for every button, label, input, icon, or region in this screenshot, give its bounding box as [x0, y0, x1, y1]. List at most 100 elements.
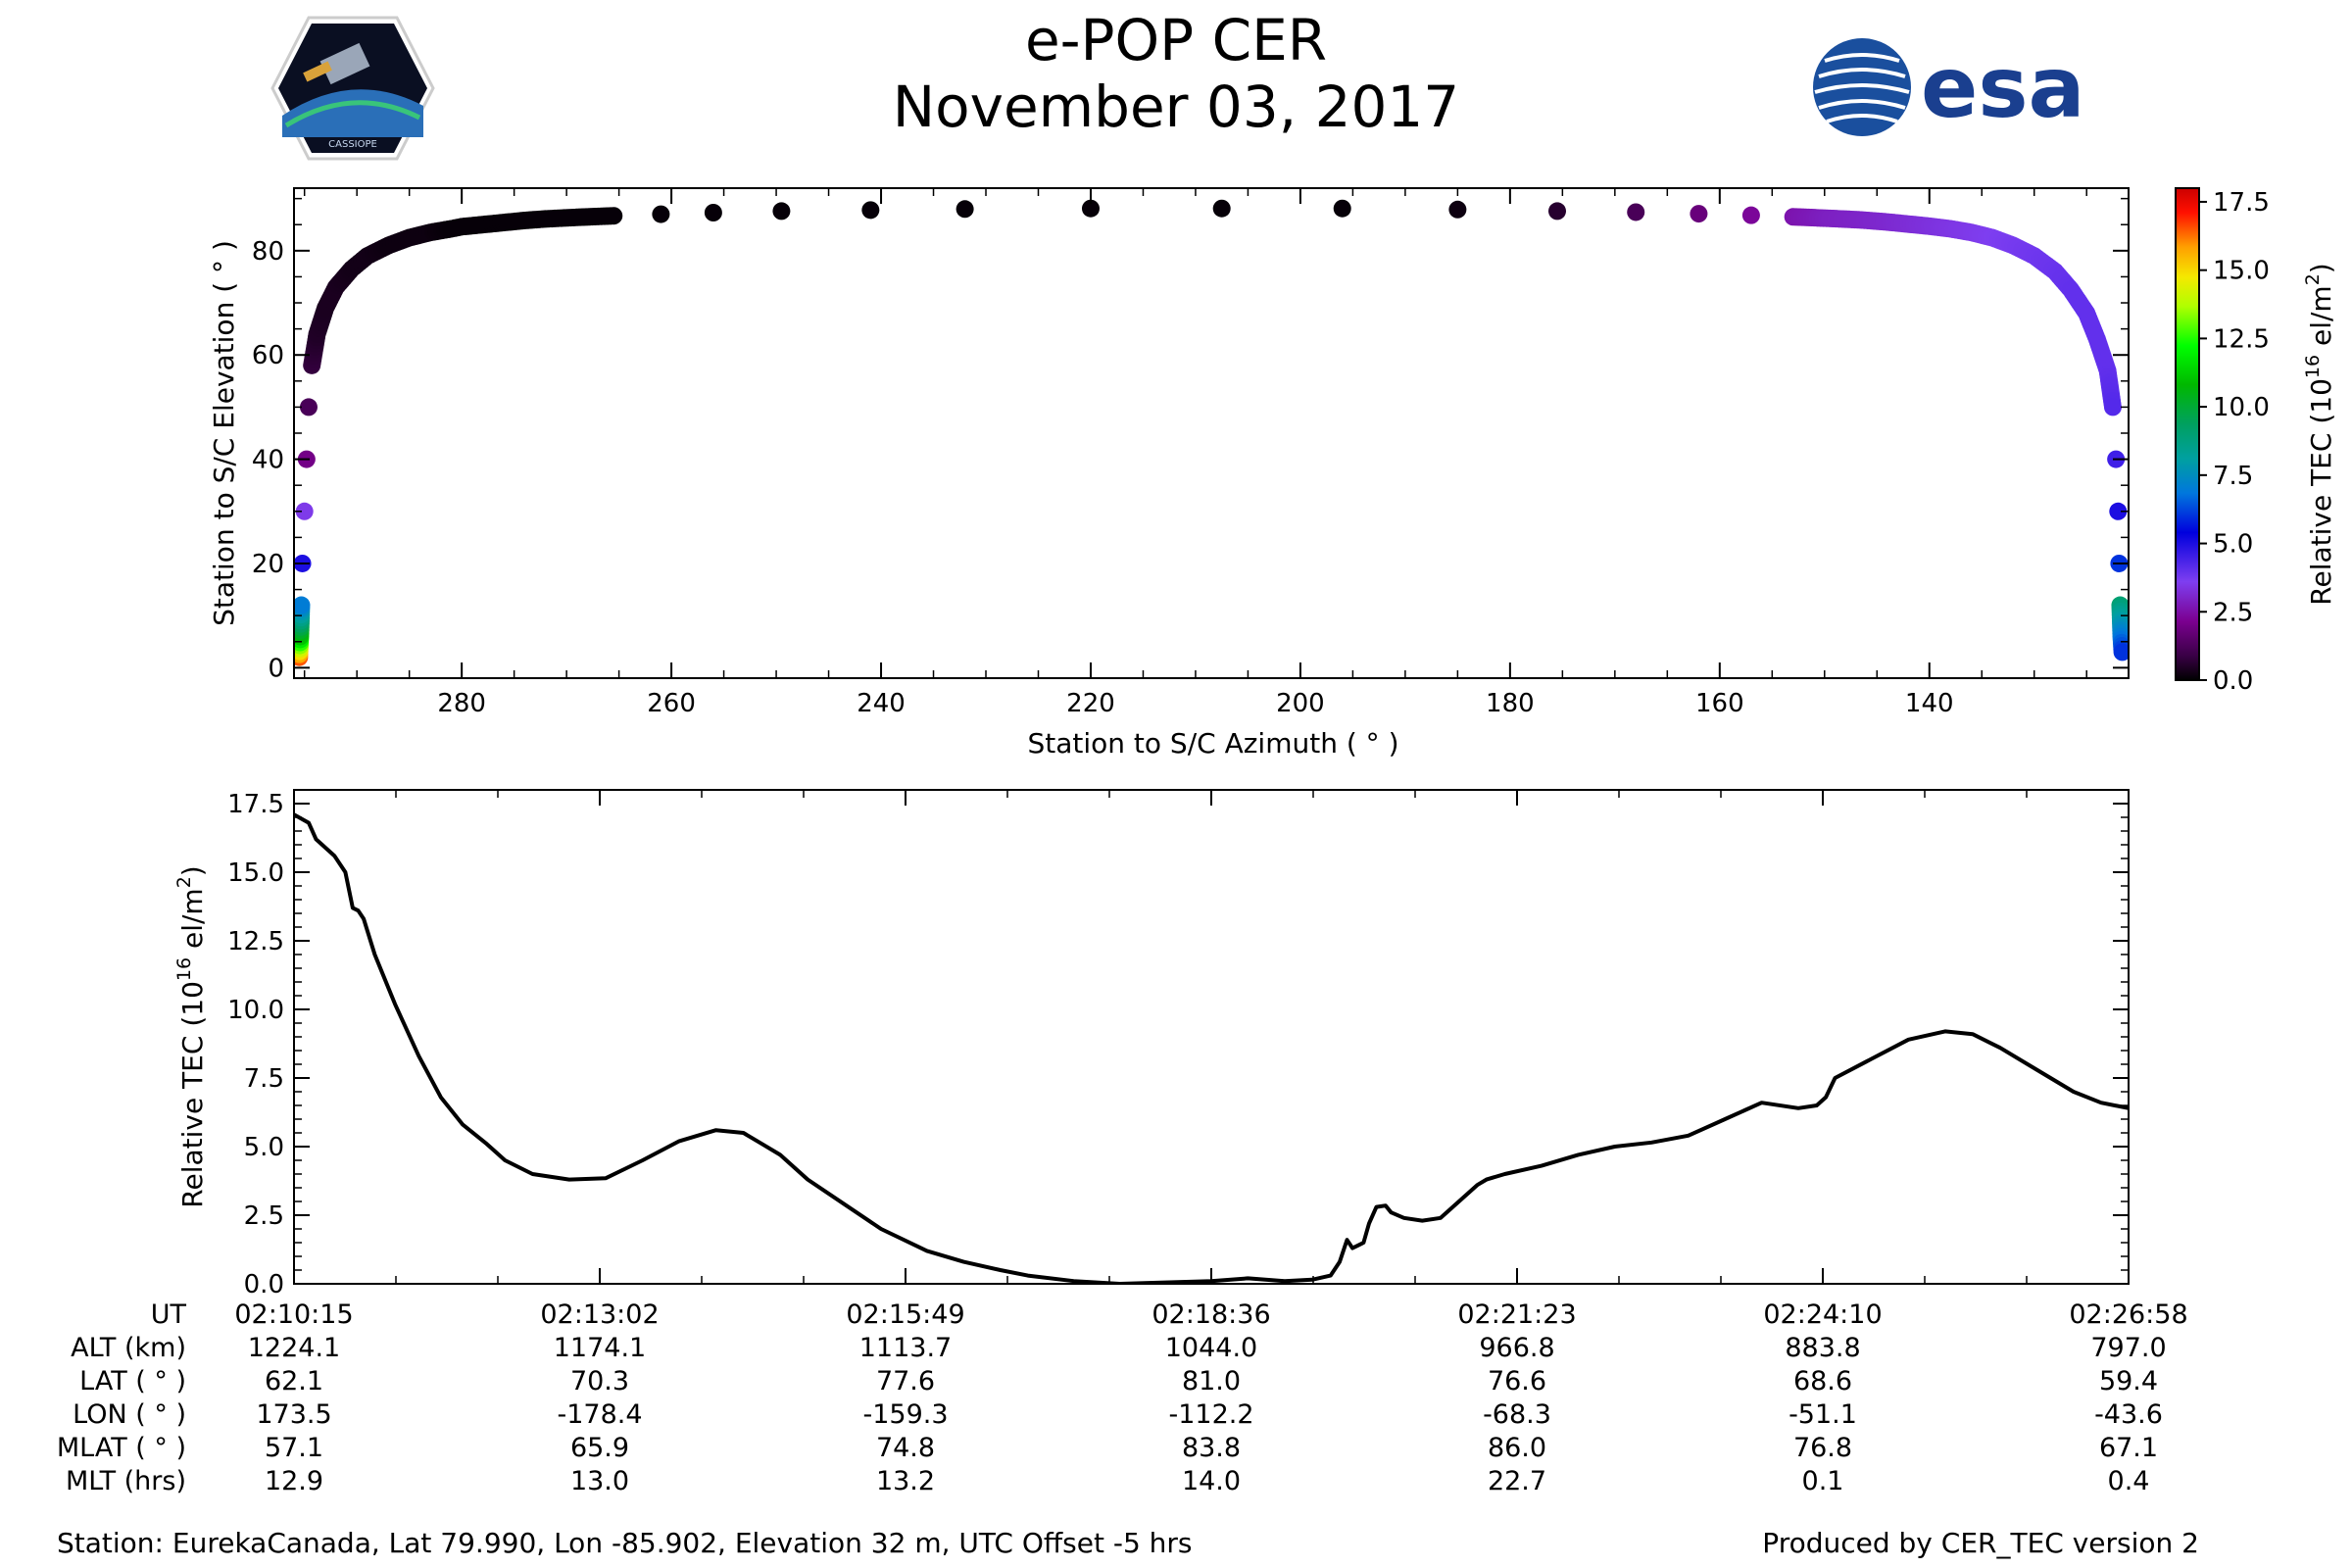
- y-tick-label: 10.0: [227, 996, 284, 1025]
- table-cell: -68.3: [1483, 1399, 1551, 1430]
- table-cell: 1044.0: [1165, 1333, 1257, 1363]
- table-cell: 02:26:58: [2069, 1299, 2187, 1330]
- y-tick-label: 2.5: [244, 1201, 284, 1231]
- figure-date: November 03, 2017: [892, 74, 1460, 140]
- cassiope-logo-text: CASSIOPE: [328, 139, 377, 150]
- table-cell: 02:10:15: [234, 1299, 353, 1330]
- scatter-point: [704, 204, 722, 221]
- table-cell: 1174.1: [554, 1333, 646, 1363]
- table-cell: 62.1: [265, 1366, 323, 1396]
- x-tick-label: 180: [1486, 689, 1535, 718]
- table-cell: 02:24:10: [1763, 1299, 1882, 1330]
- station-info: Station: EurekaCanada, Lat 79.990, Lon -…: [57, 1527, 1193, 1559]
- colorbar-tick-label: 0.0: [2213, 666, 2253, 696]
- colorbar-tick-label: 17.5: [2213, 188, 2270, 218]
- table-cell: 1224.1: [248, 1333, 340, 1363]
- table-cell: -43.6: [2094, 1399, 2163, 1430]
- table-cell: 74.8: [876, 1433, 935, 1463]
- y-tick-label: 5.0: [244, 1133, 284, 1162]
- table-cell: 76.6: [1488, 1366, 1546, 1396]
- tec-axis-label: Relative TEC (1016 el/m2): [173, 865, 209, 1207]
- table-cell: -51.1: [1788, 1399, 1857, 1430]
- x-tick-label: 140: [1905, 689, 1954, 718]
- table-cell: 83.8: [1182, 1433, 1241, 1463]
- table-row-label: UT: [151, 1299, 187, 1330]
- scatter-point: [861, 201, 880, 220]
- scatter-point: [772, 202, 791, 220]
- table-cell: 883.8: [1785, 1333, 1860, 1363]
- produced-by: Produced by CER_TEC version 2: [1762, 1527, 2199, 1559]
- azimuth-elevation-plot: 280 260 240 220 200 180 160 140 0 20 40 60 80 Statio…: [208, 187, 2130, 760]
- x-tick-label: 220: [1066, 689, 1115, 718]
- table-cell: 02:18:36: [1152, 1299, 1270, 1330]
- scatter-point: [2109, 502, 2128, 520]
- table-cell: 13.2: [876, 1466, 935, 1496]
- colorbar-tick-label: 2.5: [2213, 598, 2253, 627]
- y-tick-label: 17.5: [227, 790, 284, 819]
- table-cell: 12.9: [265, 1466, 323, 1496]
- scatter-point: [294, 596, 311, 614]
- scatter-point: [652, 205, 670, 223]
- table-cell: 65.9: [570, 1433, 629, 1463]
- y-tick-label: 12.5: [227, 927, 284, 956]
- table-cell: 57.1: [265, 1433, 323, 1463]
- esa-logo-text: esa: [1921, 39, 2085, 137]
- y-tick-label: 7.5: [244, 1064, 284, 1094]
- x-tick-label: 160: [1695, 689, 1744, 718]
- table-cell: 02:15:49: [846, 1299, 964, 1330]
- y-tick-label: 15.0: [227, 858, 284, 888]
- colorbar-tick-label: 12.5: [2213, 324, 2270, 354]
- bottom-plot-frame: [293, 789, 2130, 1285]
- table-cell: 14.0: [1182, 1466, 1241, 1496]
- y-tick-label: 0.0: [244, 1270, 284, 1299]
- scatter-point: [1690, 205, 1708, 223]
- colorbar-tick-label: 5.0: [2213, 530, 2253, 560]
- table-cell: 173.5: [256, 1399, 331, 1430]
- table-cell: 13.0: [570, 1466, 629, 1496]
- scatter-point: [1627, 203, 1645, 221]
- colorbar: 0.0 2.5 5.0 7.5 10.0 12.5 15.0 17.5 Relative TE…: [2175, 187, 2337, 696]
- scatter-point: [1081, 199, 1100, 218]
- table-cell: 67.1: [2099, 1433, 2158, 1463]
- scatter-point: [1448, 200, 1467, 219]
- scatter-point: [295, 502, 314, 520]
- table-cell: 68.6: [1793, 1366, 1852, 1396]
- table-cell: 22.7: [1488, 1466, 1546, 1496]
- tec-line-plot: 0.0 2.5 5.0 7.5 10.0 12.5 15.0 17.5 Relative TE…: [173, 789, 2130, 1299]
- x-tick-label: 200: [1276, 689, 1325, 718]
- esa-logo: esa: [1813, 38, 2085, 137]
- cassiope-logo: CASSIOPE: [270, 16, 435, 161]
- figure-title: e-POP CER: [1024, 7, 1328, 74]
- y-tick-label: 40: [252, 446, 284, 475]
- scatter-point: [299, 398, 318, 416]
- table-cell: 0.1: [1802, 1466, 1844, 1496]
- table-row-label: LON ( ° ): [73, 1399, 186, 1430]
- top-plot-frame: [293, 187, 2130, 679]
- x-tick-label: 280: [437, 689, 486, 718]
- table-cell: 02:21:23: [1457, 1299, 1576, 1330]
- table-row-label: MLAT ( ° ): [57, 1433, 186, 1463]
- table-row-label: ALT (km): [71, 1333, 186, 1363]
- scatter-point: [1741, 206, 1760, 224]
- table-cell: 81.0: [1182, 1366, 1241, 1396]
- colorbar-tick-label: 7.5: [2213, 462, 2253, 491]
- scatter-points: [294, 199, 2129, 666]
- table-cell: 86.0: [1488, 1433, 1546, 1463]
- colorbar-tick-label: 15.0: [2213, 257, 2270, 286]
- tec-series-line: [294, 812, 2129, 1284]
- colorbar-tick-label: 10.0: [2213, 393, 2270, 422]
- scatter-point: [605, 207, 623, 225]
- y-tick-label: 80: [252, 237, 284, 267]
- table-cell: -112.2: [1168, 1399, 1253, 1430]
- y-tick-label: 0: [268, 654, 284, 683]
- scatter-point: [1548, 202, 1567, 220]
- scatter-point: [2103, 398, 2122, 416]
- table-cell: 0.4: [2108, 1466, 2150, 1496]
- table-cell: 59.4: [2099, 1366, 2158, 1396]
- table-cell: 02:13:02: [540, 1299, 659, 1330]
- scatter-point: [1212, 199, 1231, 218]
- table-row-label: MLT (hrs): [66, 1466, 186, 1496]
- scatter-point: [956, 200, 974, 219]
